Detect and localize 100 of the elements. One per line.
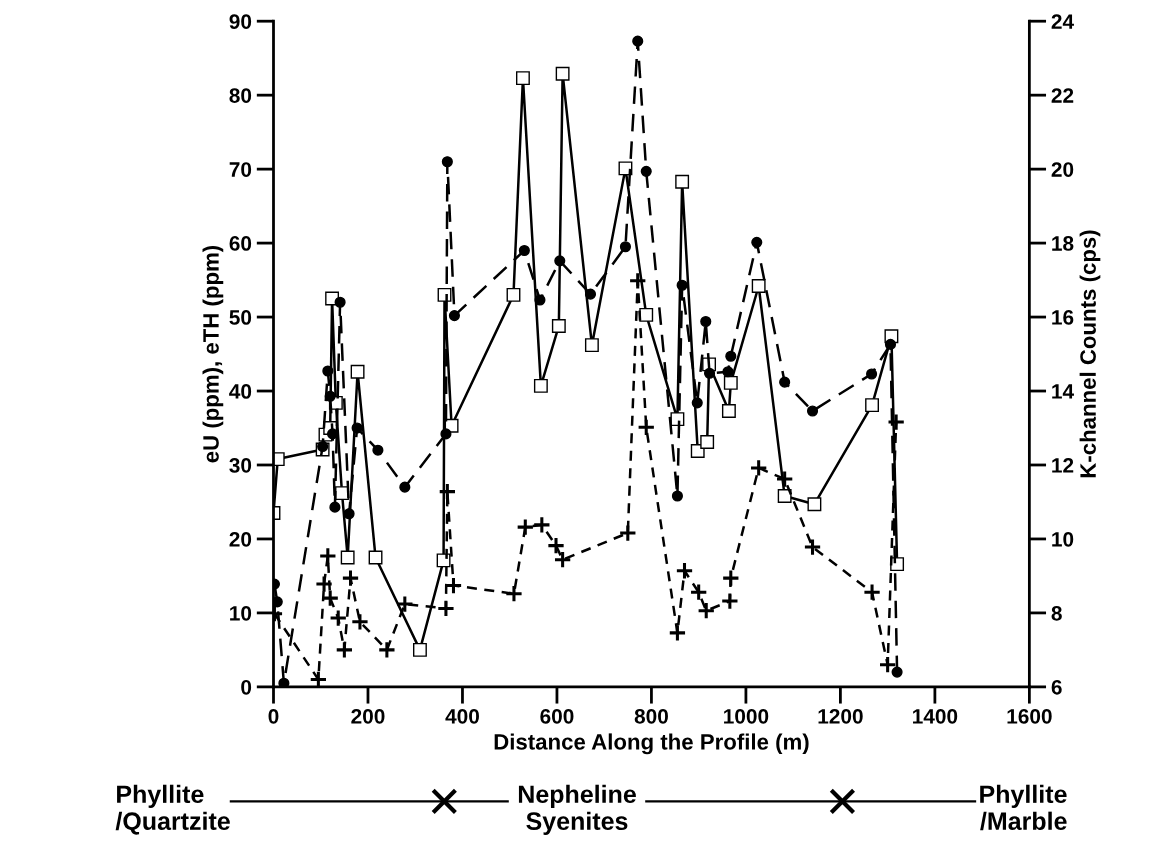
point <box>862 583 882 602</box>
point <box>703 367 716 379</box>
point <box>723 375 738 390</box>
point <box>399 481 411 493</box>
point <box>691 397 703 409</box>
point <box>516 517 535 537</box>
point <box>368 550 383 565</box>
point <box>377 640 397 660</box>
x-tick-label: 1600 <box>1007 708 1052 724</box>
point <box>413 642 427 657</box>
point <box>343 508 355 520</box>
point <box>676 279 688 291</box>
point <box>314 574 334 594</box>
point <box>749 458 768 478</box>
y2-tick-label: 10 <box>1052 531 1074 547</box>
y-tick-label: 70 <box>229 162 252 177</box>
point <box>721 568 740 588</box>
point <box>806 405 819 417</box>
point <box>334 296 346 308</box>
point <box>807 497 822 512</box>
point <box>518 244 530 257</box>
point <box>533 378 548 393</box>
point <box>779 376 791 388</box>
y2-tick-label: 16 <box>1052 310 1074 325</box>
y2-axis-title: K-channel Counts (cps) <box>1079 230 1101 478</box>
point <box>700 435 715 450</box>
y-tick-label: 60 <box>229 236 252 251</box>
point <box>668 623 687 643</box>
point <box>584 288 597 300</box>
y2-tick-label: 22 <box>1051 88 1074 103</box>
x-tick-label: 200 <box>351 708 385 724</box>
point <box>317 440 329 453</box>
point <box>671 490 683 502</box>
y-tick-label: 40 <box>229 384 252 399</box>
point <box>619 241 632 253</box>
point <box>329 501 341 513</box>
x-tick-label: 0 <box>268 708 279 724</box>
y2-tick-label: 6 <box>1051 679 1062 695</box>
point <box>884 338 897 350</box>
text: Phyllite /Marble <box>980 784 1067 831</box>
point <box>321 588 340 608</box>
y-tick-label: 0 <box>241 679 252 695</box>
point <box>335 640 354 660</box>
y2-tick-label: 18 <box>1052 236 1074 251</box>
y2-tick-label: 12 <box>1052 457 1074 473</box>
point <box>675 561 694 580</box>
point <box>689 583 708 602</box>
point <box>878 655 897 674</box>
point <box>751 279 766 293</box>
point <box>690 443 705 458</box>
point <box>515 71 530 86</box>
point <box>504 584 524 603</box>
point <box>506 287 521 302</box>
point <box>637 418 656 437</box>
point <box>803 537 822 557</box>
point <box>639 307 654 322</box>
point <box>322 365 334 377</box>
point <box>341 568 360 588</box>
text: Nepheline Syenites <box>518 784 636 835</box>
point <box>438 482 457 501</box>
point <box>546 536 566 555</box>
point <box>395 594 414 614</box>
y2-tick-label: 20 <box>1051 162 1074 177</box>
y-tick-label: 90 <box>229 14 252 29</box>
point <box>554 255 566 267</box>
point <box>324 390 336 402</box>
point <box>372 444 384 456</box>
point <box>351 422 363 434</box>
point <box>309 670 328 687</box>
text: Phyllite /Quartzite <box>115 784 230 835</box>
point <box>777 489 792 503</box>
y2-tick-label: 24 <box>1051 14 1074 29</box>
point <box>751 236 763 248</box>
point <box>720 591 740 611</box>
y-tick-label: 80 <box>229 88 252 103</box>
x-tick-label: 1000 <box>724 708 769 724</box>
point <box>865 398 879 413</box>
point <box>551 318 566 333</box>
x-tick-label: 600 <box>540 708 574 724</box>
point <box>350 612 370 631</box>
point <box>632 35 644 47</box>
point <box>448 310 460 322</box>
point <box>721 404 736 418</box>
point <box>866 368 878 380</box>
point <box>722 366 734 378</box>
point <box>584 338 599 353</box>
point <box>532 515 551 535</box>
point <box>775 469 794 489</box>
x-tick-label: 1200 <box>818 708 863 724</box>
point <box>555 66 570 81</box>
point <box>534 294 546 306</box>
point <box>441 156 453 168</box>
x-tick-label: 400 <box>445 708 479 724</box>
point <box>697 601 716 620</box>
y-axis-title: eU (ppm), eTH (ppm) <box>202 245 224 463</box>
point <box>628 271 647 290</box>
point <box>436 599 456 618</box>
point <box>700 315 712 328</box>
y-tick-label: 50 <box>229 310 252 325</box>
point <box>640 165 652 177</box>
